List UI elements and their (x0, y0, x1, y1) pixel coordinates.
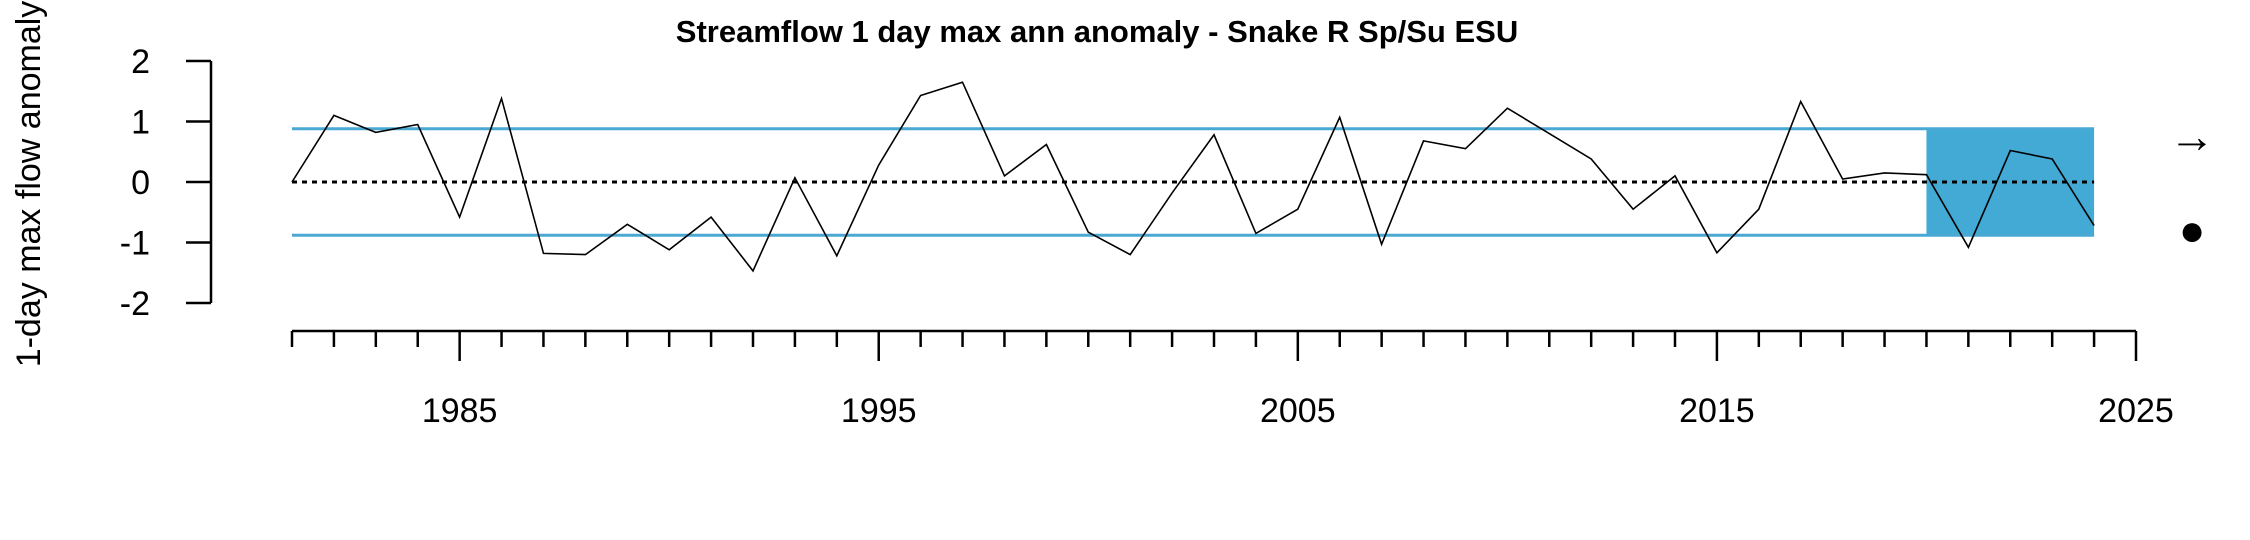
reference-lines (292, 127, 2095, 237)
y-tick-label: 2 (131, 43, 150, 81)
x-tick-label: 1995 (841, 392, 917, 430)
series-layer (291, 81, 2095, 273)
y-tick-label: -2 (120, 285, 150, 323)
x-tick-label: 2025 (2098, 392, 2174, 430)
series-line-0 (291, 81, 2095, 273)
x-tick-label: 1985 (422, 392, 498, 430)
chart-title: Streamflow 1 day max ann anomaly - Snake… (676, 14, 1518, 49)
y-tick-label: 0 (131, 164, 150, 202)
trend-arrow-icon: → (2169, 110, 2215, 162)
x-tick-label: 2005 (1260, 392, 1336, 430)
y-axis: 2 1 0 -1 -2 (120, 43, 213, 323)
x-axis: 1985 1995 2005 2015 2025 (290, 329, 2174, 430)
y-axis-label: 1-day max flow anomaly (10, 1, 48, 368)
x-tick-label: 2015 (1679, 392, 1755, 430)
y-tick-label: 1 (131, 104, 150, 142)
y-tick-label: -1 (120, 225, 150, 263)
mean-dot-icon: ● (2179, 206, 2206, 255)
